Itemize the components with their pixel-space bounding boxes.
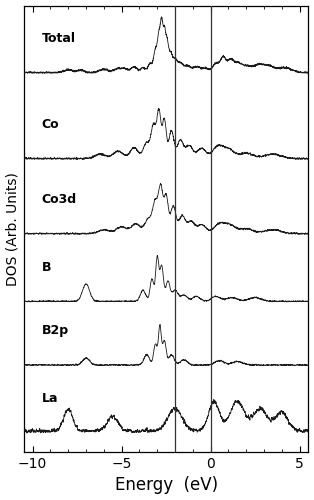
Text: B: B [41, 260, 51, 274]
Text: La: La [41, 392, 58, 405]
Text: Co: Co [41, 118, 59, 131]
Y-axis label: DOS (Arb. Units): DOS (Arb. Units) [6, 172, 19, 286]
Text: B2p: B2p [41, 324, 69, 338]
Text: Co3d: Co3d [41, 193, 77, 206]
X-axis label: Energy  (eV): Energy (eV) [115, 476, 218, 494]
Text: Total: Total [41, 32, 76, 45]
